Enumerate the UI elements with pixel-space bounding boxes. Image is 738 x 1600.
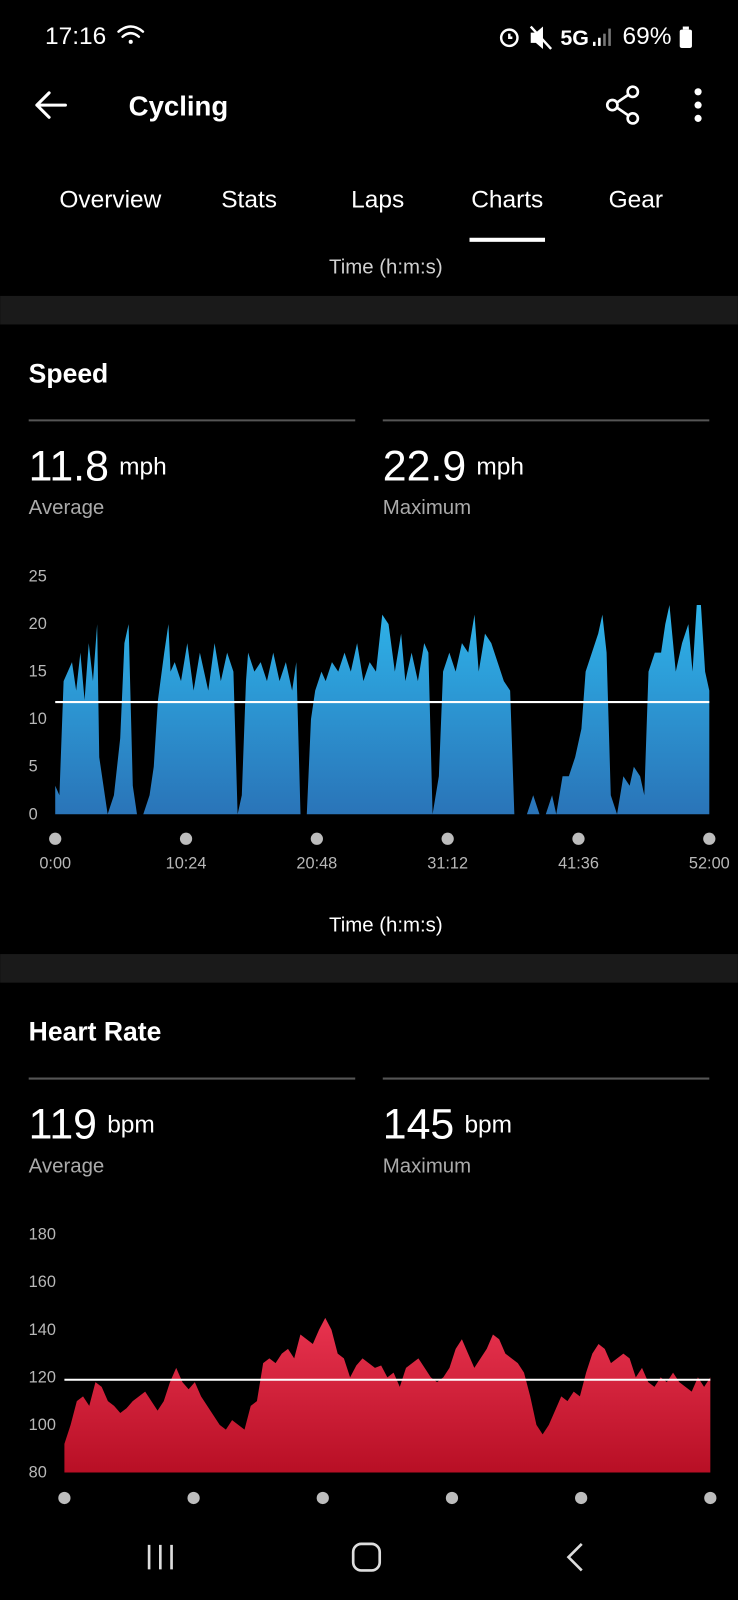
y-tick-label: 5 <box>29 758 38 776</box>
x-tick-dot <box>703 832 716 845</box>
y-tick-label: 80 <box>29 1463 47 1481</box>
tab[interactable]: Charts <box>471 187 543 214</box>
stat-value: 145 <box>383 1100 454 1148</box>
home-button[interactable] <box>351 1542 382 1572</box>
wifi-icon <box>117 25 145 44</box>
battery-percent: 69% <box>623 23 672 50</box>
x-tick-dot <box>572 832 585 845</box>
x-tick-dot <box>445 1491 459 1505</box>
stat: 145 bpm <box>383 1100 512 1148</box>
section-separator <box>0 954 738 983</box>
stat: 119 bpm <box>29 1100 155 1148</box>
x-tick-dot <box>58 1491 71 1505</box>
signal-icon <box>592 28 611 46</box>
stat-value: 22.9 <box>383 442 466 490</box>
share-button[interactable] <box>605 85 640 125</box>
network-type: 5G <box>560 26 589 50</box>
tab[interactable]: Stats <box>221 187 277 214</box>
x-tick-label: 52:00 <box>689 854 730 872</box>
x-tick-label: 41:36 <box>558 854 599 872</box>
area <box>55 605 710 815</box>
tab[interactable]: Overview <box>59 187 161 214</box>
back-button[interactable] <box>35 91 67 119</box>
stat-unit: mph <box>119 453 167 480</box>
y-tick-label: 20 <box>29 615 47 633</box>
x-axis-label: Time (h:m:s) <box>329 915 443 937</box>
status-time: 17:16 <box>45 23 106 50</box>
stat-value: 11.8 <box>29 442 109 490</box>
battery-icon <box>679 26 692 48</box>
stat-unit: bpm <box>107 1111 155 1138</box>
section-title: Heart Rate <box>29 1017 162 1047</box>
y-tick-label: 10 <box>29 710 47 728</box>
stat-label: Maximum <box>383 497 471 519</box>
stat-unit: mph <box>476 453 524 480</box>
x-tick-dot <box>49 832 62 845</box>
x-tick-dot <box>575 1491 588 1505</box>
x-axis-label: Time (h:m:s) <box>329 256 443 278</box>
x-tick-label: 0:00 <box>39 854 71 872</box>
stat-label: Average <box>29 1155 105 1177</box>
y-tick-label: 140 <box>29 1321 56 1339</box>
y-tick-label: 160 <box>29 1273 56 1291</box>
more-button[interactable] <box>694 88 702 122</box>
back-nav-button[interactable] <box>566 1542 583 1572</box>
x-tick-label: 31:12 <box>427 854 468 872</box>
tab[interactable]: Gear <box>609 187 663 214</box>
mute-icon <box>529 25 553 50</box>
y-tick-label: 100 <box>29 1416 56 1434</box>
alarm-icon <box>499 28 519 48</box>
stat-label: Maximum <box>383 1155 471 1177</box>
x-tick-dot <box>316 1491 329 1505</box>
y-tick-label: 25 <box>29 568 47 586</box>
x-tick-dot <box>704 1491 717 1505</box>
x-tick-dot <box>187 1491 200 1505</box>
stat: 22.9 mph <box>383 442 524 490</box>
x-tick-label: 20:48 <box>296 854 337 872</box>
stat-unit: bpm <box>464 1111 512 1138</box>
area <box>64 1317 711 1473</box>
x-tick-label: 10:24 <box>166 854 207 872</box>
x-tick-dot <box>441 832 454 845</box>
active-tab-indicator <box>469 237 546 242</box>
stat-label: Average <box>29 497 105 519</box>
x-tick-dot <box>310 832 323 845</box>
y-tick-label: 0 <box>29 805 38 823</box>
stat-value: 119 <box>29 1100 97 1148</box>
section-title: Speed <box>29 358 109 388</box>
y-tick-label: 180 <box>29 1226 56 1244</box>
y-tick-label: 15 <box>29 663 47 681</box>
header-title: Cycling <box>129 91 229 122</box>
tab-bar: Overview Stats Laps Charts Gear <box>59 187 663 242</box>
x-tick-dot <box>179 832 193 845</box>
recents-button[interactable] <box>147 1544 173 1570</box>
tab[interactable]: Laps <box>351 187 404 214</box>
y-tick-label: 120 <box>29 1368 56 1386</box>
stat: 11.8 mph <box>29 442 167 490</box>
section-separator <box>0 295 738 325</box>
